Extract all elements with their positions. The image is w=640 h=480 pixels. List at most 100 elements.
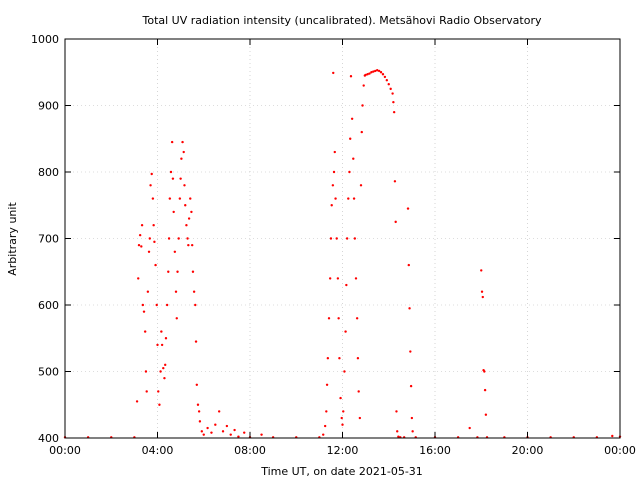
data-point — [170, 140, 174, 144]
data-point — [217, 410, 221, 413]
x-tick-label: 16:00 — [419, 444, 451, 457]
data-point — [370, 71, 373, 74]
data-point — [141, 303, 145, 307]
data-point — [396, 430, 399, 433]
data-point — [330, 204, 333, 207]
data-point — [350, 117, 354, 121]
data-point — [331, 184, 335, 187]
data-point — [184, 204, 187, 207]
data-point — [345, 237, 349, 240]
data-point — [165, 303, 169, 307]
data-point — [611, 434, 614, 438]
data-point — [187, 217, 191, 220]
data-point — [389, 87, 392, 91]
x-tick-label: 08:00 — [234, 444, 266, 457]
data-point — [328, 277, 332, 280]
data-point — [164, 337, 168, 340]
data-point — [361, 104, 364, 107]
data-point — [200, 430, 204, 433]
data-point — [392, 110, 396, 114]
data-point — [171, 177, 175, 180]
x-tick-label: 04:00 — [142, 444, 174, 457]
data-point — [137, 277, 140, 280]
data-point — [374, 69, 377, 73]
data-point — [326, 357, 330, 360]
data-point — [137, 243, 141, 247]
data-point — [174, 290, 178, 293]
data-point — [394, 220, 397, 224]
data-point — [375, 69, 379, 72]
y-tick-label: 600 — [38, 299, 59, 312]
data-point — [468, 426, 471, 430]
data-point — [483, 388, 487, 392]
data-point — [189, 197, 192, 200]
data-point — [154, 263, 157, 267]
data-point — [178, 197, 182, 200]
data-point — [172, 210, 175, 214]
x-tick-label: 00:00 — [49, 444, 81, 457]
data-point — [356, 357, 360, 360]
data-point — [381, 73, 385, 76]
data-point — [144, 370, 148, 373]
data-point — [322, 433, 325, 436]
data-point — [169, 170, 173, 174]
data-point — [344, 330, 347, 333]
x-tick-label: 00:00 — [604, 444, 636, 457]
data-point — [162, 366, 165, 370]
x-tick-label: 12:00 — [327, 444, 359, 457]
data-point — [140, 245, 143, 248]
data-point — [177, 237, 180, 240]
data-point — [349, 75, 353, 78]
data-point — [138, 233, 142, 237]
data-point — [148, 237, 151, 240]
data-point — [159, 370, 162, 373]
data-point — [372, 70, 375, 73]
data-point — [353, 237, 357, 240]
data-point — [206, 426, 209, 430]
y-axis-label: Arbitrary unit — [6, 202, 19, 276]
data-point — [354, 277, 358, 280]
data-point — [195, 383, 199, 386]
data-point — [483, 370, 486, 373]
data-point — [333, 150, 336, 154]
y-tick-label: 400 — [38, 432, 59, 445]
data-point — [325, 383, 329, 386]
data-point — [202, 433, 205, 436]
data-point — [150, 172, 153, 176]
data-point — [135, 400, 139, 403]
data-point — [332, 170, 336, 174]
data-point — [397, 435, 400, 438]
data-point — [142, 310, 146, 313]
data-point — [152, 224, 155, 227]
data-point — [383, 75, 387, 79]
data-point — [481, 295, 484, 299]
data-point — [327, 317, 331, 320]
data-point — [332, 71, 335, 75]
plot-frame — [64, 38, 621, 439]
data-point — [185, 224, 188, 227]
data-point — [325, 410, 328, 413]
data-point — [156, 343, 159, 347]
data-point — [407, 263, 410, 267]
data-point — [364, 73, 367, 77]
data-point — [406, 207, 410, 210]
data-point — [157, 390, 160, 393]
data-point — [335, 237, 338, 240]
data-point — [175, 317, 178, 320]
data-point — [182, 150, 185, 154]
data-point — [145, 390, 148, 393]
data-point — [395, 410, 398, 413]
data-point — [337, 317, 340, 320]
data-point — [393, 180, 397, 183]
data-point — [167, 237, 171, 240]
data-point — [358, 416, 362, 420]
data-point — [143, 330, 147, 333]
y-tick-label: 700 — [38, 233, 59, 246]
data-point — [340, 416, 343, 420]
data-point — [260, 433, 263, 436]
data-point — [355, 317, 359, 320]
data-point — [368, 72, 371, 75]
data-point — [352, 197, 356, 200]
data-point — [385, 79, 389, 82]
data-point — [379, 71, 383, 74]
